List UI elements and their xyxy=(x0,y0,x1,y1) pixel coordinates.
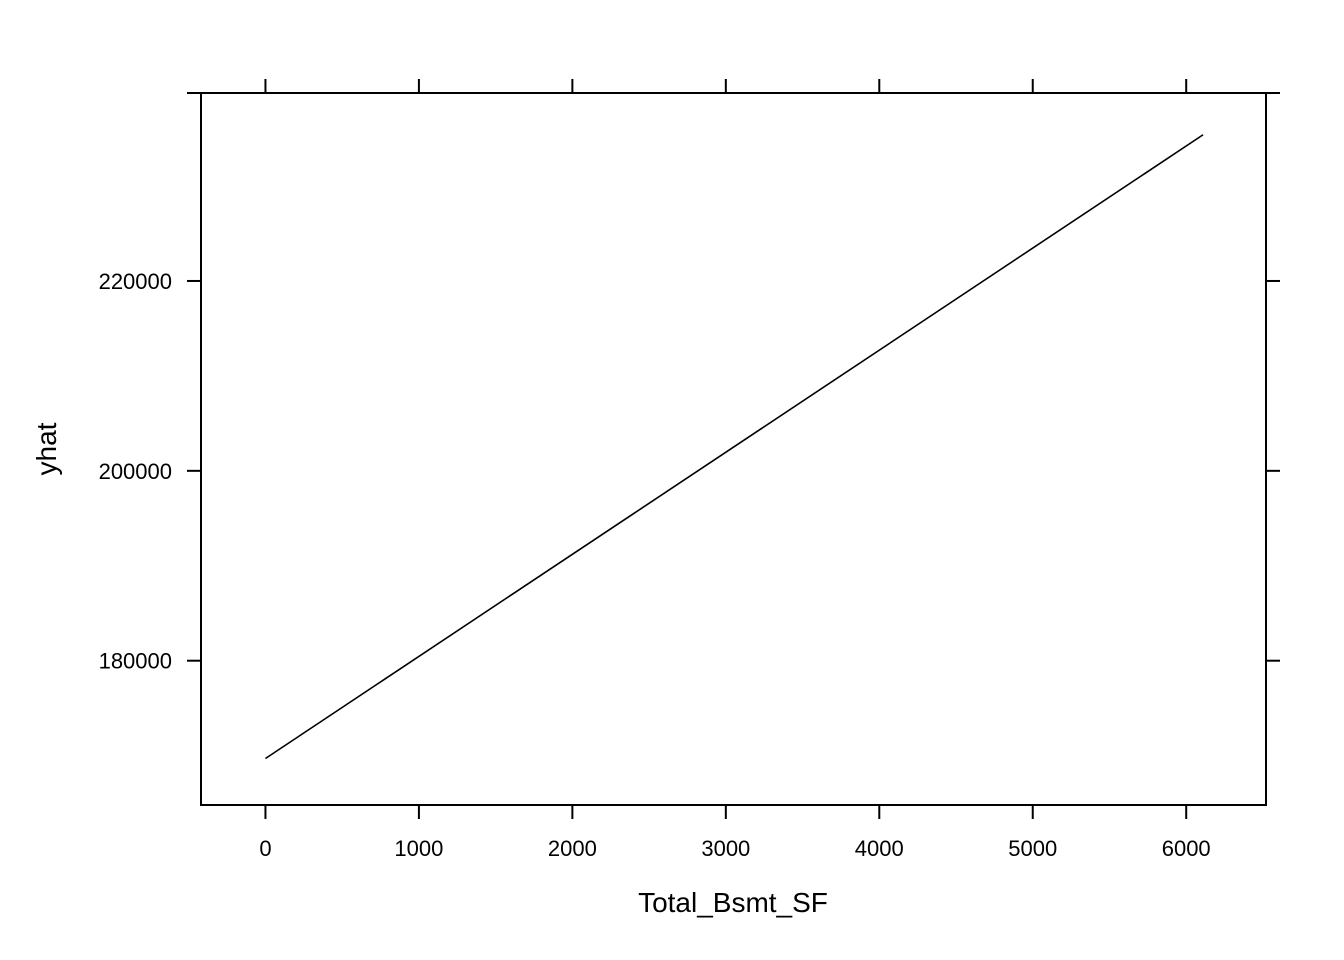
y-tick-label: 220000 xyxy=(99,269,172,294)
series-line xyxy=(265,134,1204,760)
series-group xyxy=(265,134,1204,760)
x-tick-label: 4000 xyxy=(855,836,904,861)
x-tick-label: 0 xyxy=(259,836,271,861)
y-axis: 180000 200000 220000 xyxy=(99,92,1280,674)
x-axis-title: Total_Bsmt_SF xyxy=(638,887,828,918)
x-axis: 0 1000 2000 3000 4000 5000 6000 xyxy=(259,79,1211,861)
x-tick-label: 5000 xyxy=(1008,836,1057,861)
x-tick-label: 6000 xyxy=(1162,836,1211,861)
x-tick-label: 3000 xyxy=(701,836,750,861)
y-axis-title: yhat xyxy=(31,422,62,475)
y-tick-label: 180000 xyxy=(99,649,172,674)
plot-frame xyxy=(200,92,1267,806)
x-tick-label: 1000 xyxy=(394,836,443,861)
x-tick-label: 2000 xyxy=(548,836,597,861)
y-tick-label: 200000 xyxy=(99,459,172,484)
